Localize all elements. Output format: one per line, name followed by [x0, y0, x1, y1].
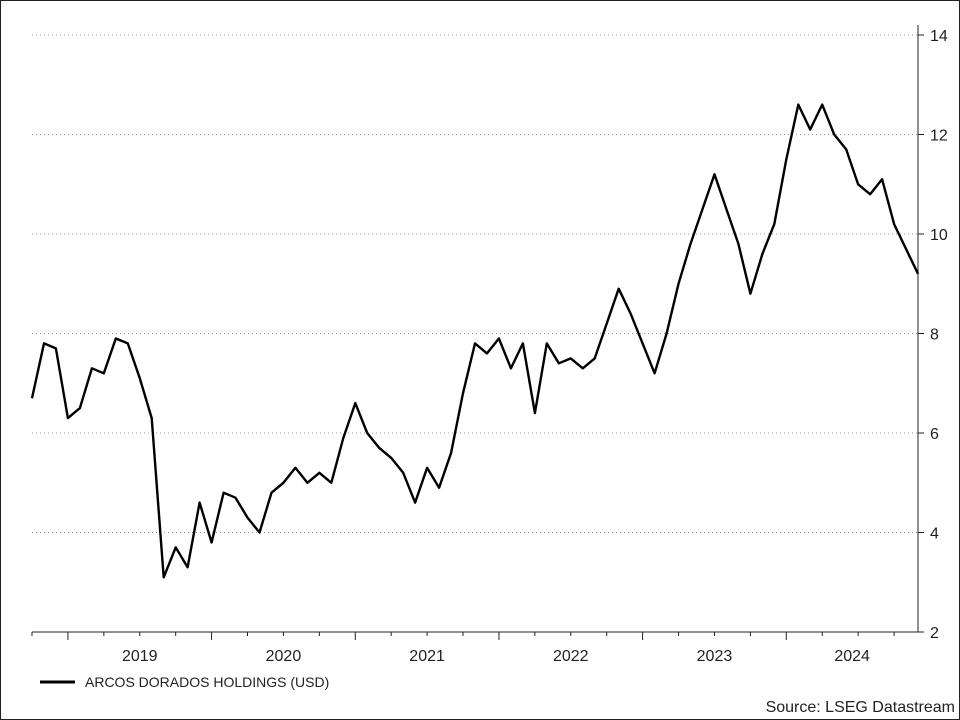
x-tick-label: 2020	[266, 648, 302, 665]
series-layer	[30, 103, 920, 579]
x-tick-label: 2019	[122, 648, 158, 665]
y-tick-label: 8	[930, 327, 939, 344]
y-tick-label: 6	[930, 426, 939, 443]
grid-lines	[32, 34, 918, 533]
y-tick-label: 10	[930, 227, 948, 244]
y-tick-label: 14	[930, 28, 948, 45]
y-axis: 2 4 6 8 10 12 14	[917, 25, 948, 642]
x-tick-label: 2023	[697, 648, 733, 665]
x-axis: 2019 2020 2021 2022 2023 2024	[31, 631, 918, 665]
source-note: Source: LSEG Datastream	[766, 699, 955, 716]
y-tick-label: 2	[930, 625, 939, 642]
x-tick-label: 2024	[834, 648, 870, 665]
series-line	[30, 103, 920, 579]
y-tick-label: 12	[930, 128, 948, 145]
x-tick-label: 2022	[553, 648, 589, 665]
legend: ARCOS DORADOS HOLDINGS (USD)	[40, 674, 329, 690]
y-tick-label: 4	[930, 526, 939, 543]
x-tick-label: 2021	[409, 648, 445, 665]
legend-label: ARCOS DORADOS HOLDINGS (USD)	[85, 674, 329, 690]
